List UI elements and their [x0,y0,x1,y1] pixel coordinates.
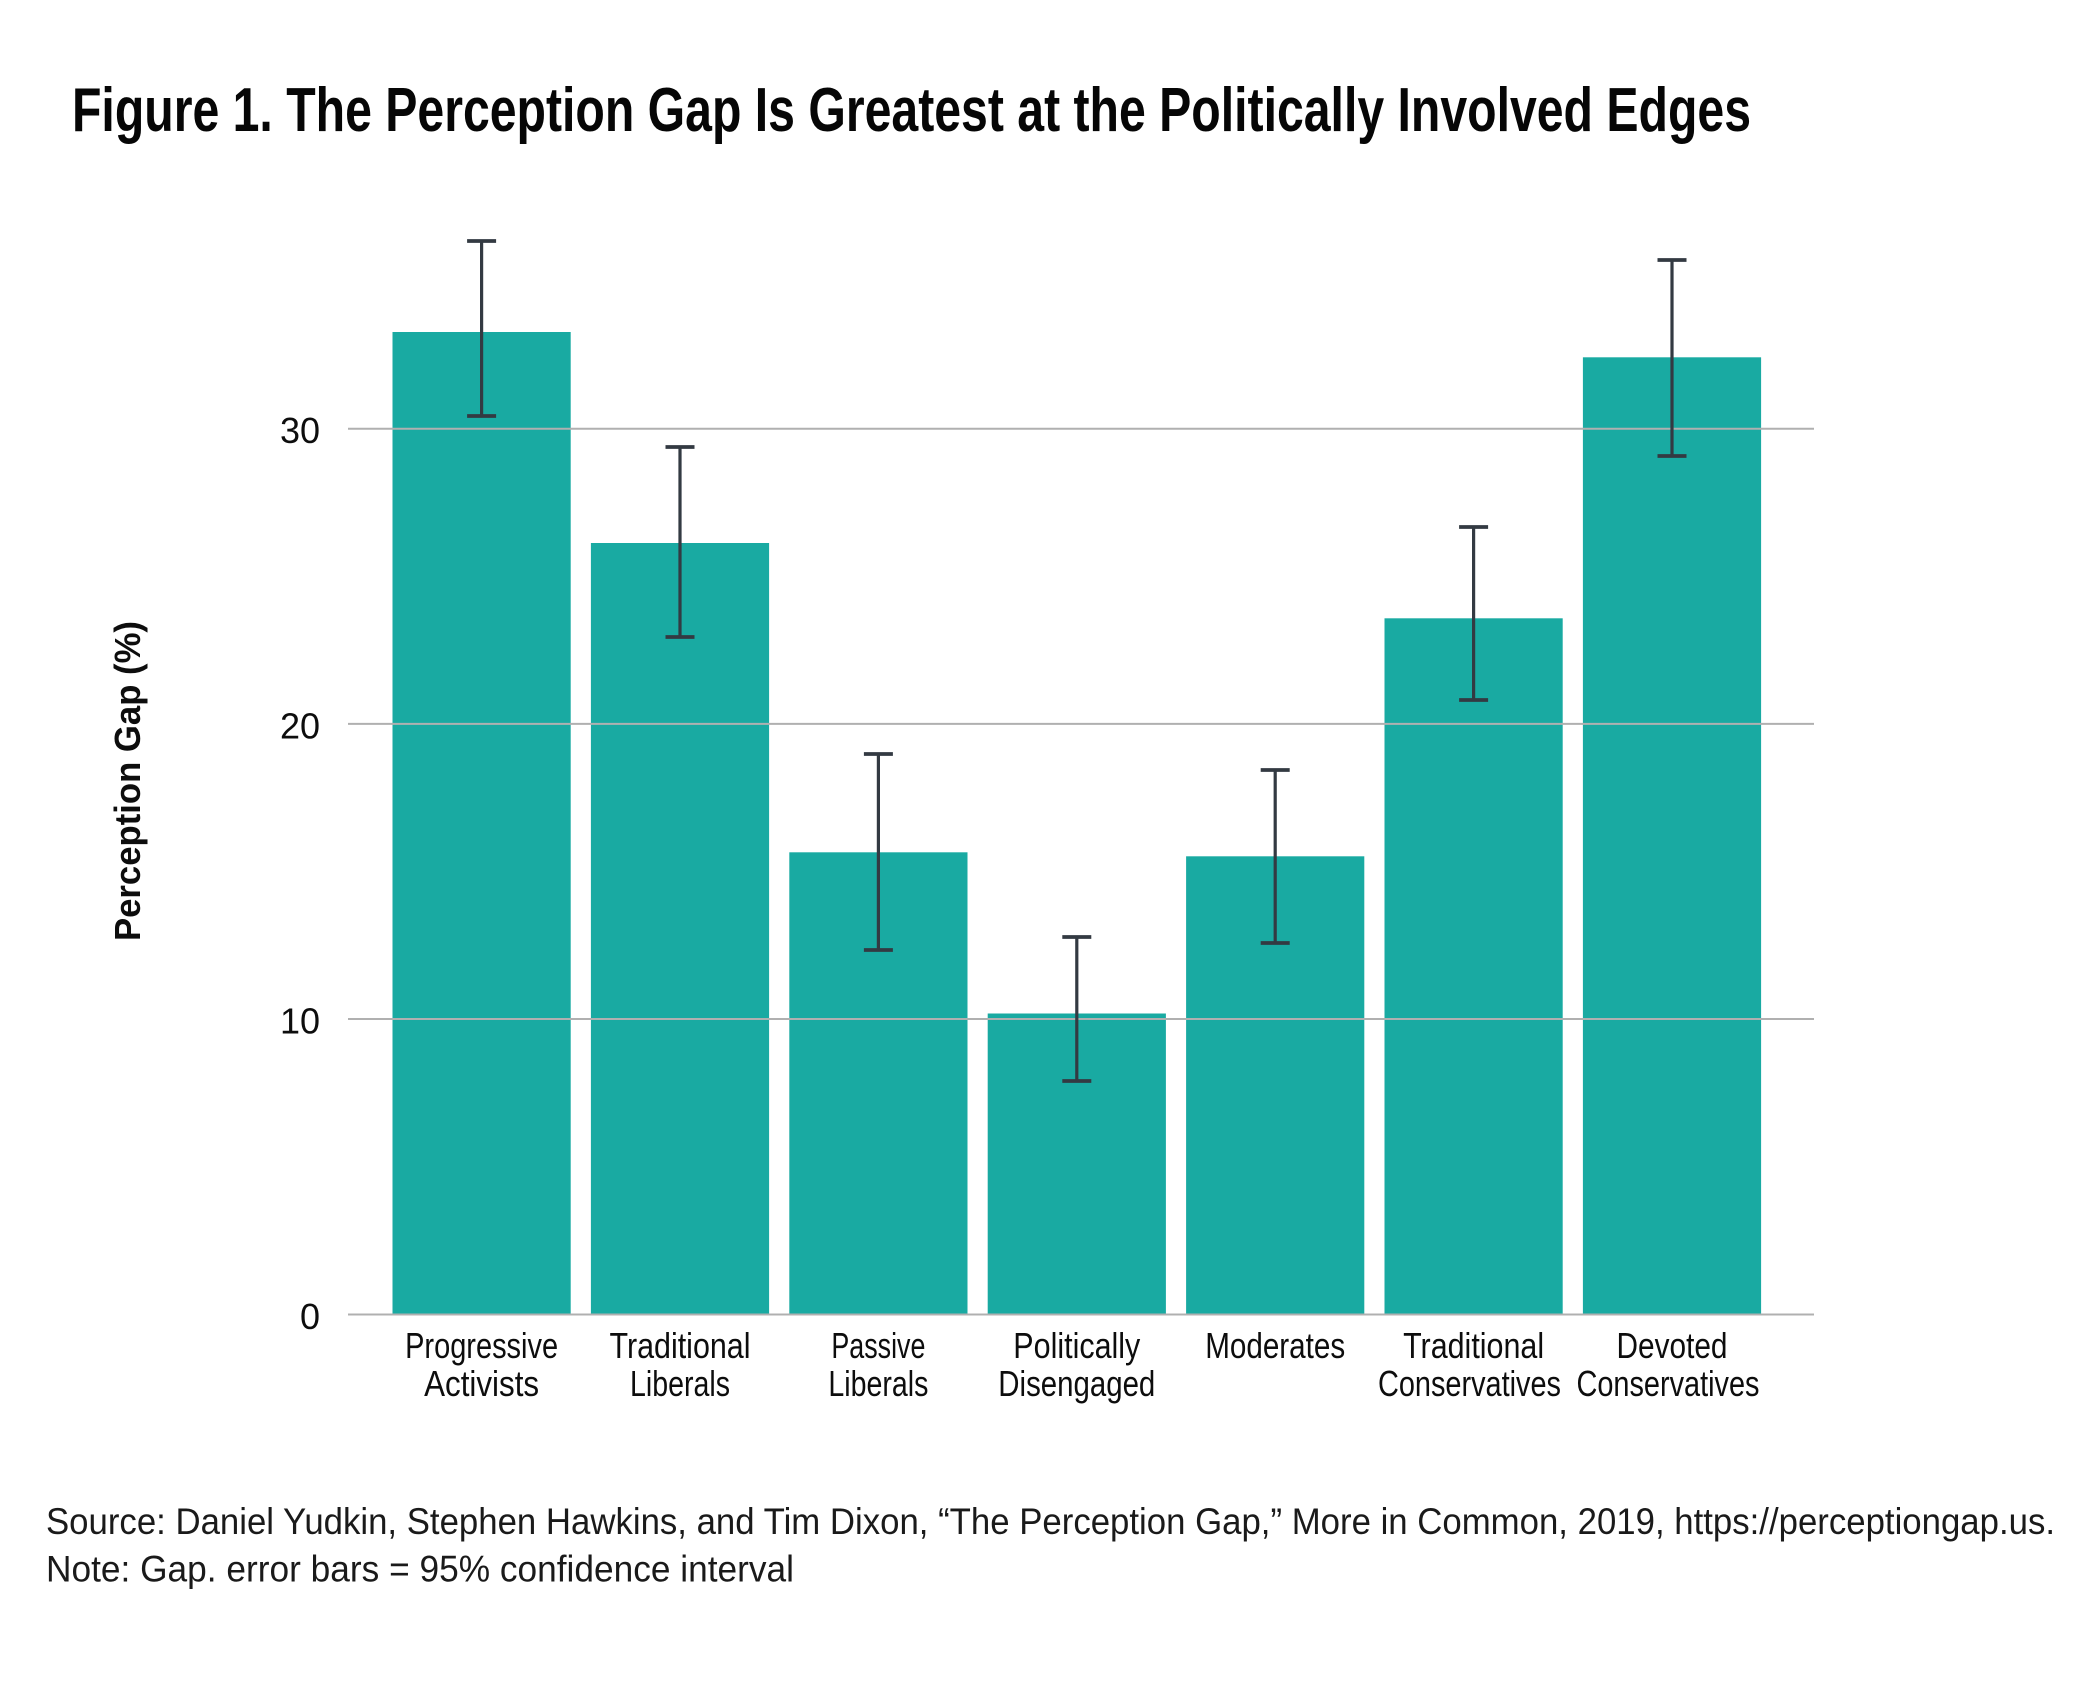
svg-text:Liberals: Liberals [828,1363,928,1404]
svg-text:Traditional: Traditional [610,1325,751,1366]
svg-text:Moderates: Moderates [1205,1325,1345,1366]
svg-text:Disengaged: Disengaged [998,1363,1155,1404]
svg-text:Note: Gap. error bars = 95% co: Note: Gap. error bars = 95% confidence i… [46,1549,794,1590]
svg-text:10: 10 [280,1000,320,1041]
svg-text:Politically: Politically [1013,1325,1140,1366]
svg-text:Perception Gap (%): Perception Gap (%) [107,621,148,941]
svg-text:0: 0 [300,1296,320,1337]
svg-text:Devoted: Devoted [1617,1325,1728,1366]
svg-text:Conservatives: Conservatives [1378,1363,1561,1404]
svg-text:Progressive: Progressive [405,1325,558,1366]
svg-text:Figure 1. The Perception Gap I: Figure 1. The Perception Gap Is Greatest… [72,76,1751,145]
svg-text:30: 30 [280,410,320,451]
svg-text:Passive: Passive [831,1325,925,1366]
svg-text:Traditional: Traditional [1403,1325,1544,1366]
svg-text:Conservatives: Conservatives [1577,1363,1760,1404]
svg-text:Liberals: Liberals [630,1363,730,1404]
svg-text:20: 20 [280,705,320,746]
svg-text:Activists: Activists [424,1363,539,1404]
svg-text:Source: Daniel Yudkin, Stephen: Source: Daniel Yudkin, Stephen Hawkins, … [46,1501,2055,1542]
